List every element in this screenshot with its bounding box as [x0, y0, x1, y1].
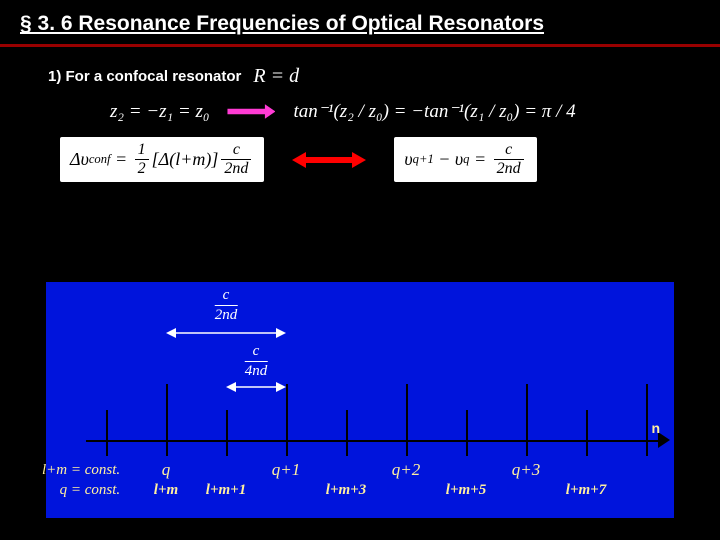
span2-den: 4nd — [245, 364, 268, 379]
frac-c-2nd-left: c 2nd — [221, 141, 251, 178]
mode-tick-short — [226, 410, 228, 456]
span2-num: c — [245, 344, 268, 359]
mode-tick-short — [586, 410, 588, 456]
eq-lhs-subscript: conf — [89, 152, 111, 167]
mode-tick-long — [646, 384, 648, 456]
eq-R-equals-d: R = d — [253, 65, 299, 88]
lm-mode-label: l+m+5 — [446, 482, 486, 499]
subline: 1) For a confocal resonator R = d — [48, 65, 720, 88]
equation-row-1: z₂ = −z₁ = z₀ tan⁻¹(z₂ / z₀) = −tan⁻¹(z₁… — [110, 100, 720, 123]
span-arrow-4nd — [226, 380, 286, 394]
frac-half-den: 2 — [135, 160, 149, 178]
mode-tick-long — [166, 384, 168, 456]
frequency-axis — [86, 440, 662, 442]
lm-mode-label: l+m+1 — [206, 482, 246, 499]
mode-tick-short — [466, 410, 468, 456]
eq-tan: tan⁻¹(z₂ / z₀) = −tan⁻¹(z₁ / z₀) = π / 4 — [293, 100, 575, 123]
eq-lhs-sym: Δυ — [70, 149, 89, 170]
span-label-c-2nd: c 2nd — [215, 288, 238, 323]
section-title: § 3. 6 Resonance Frequencies of Optical … — [20, 12, 544, 35]
arrow-double-red-icon — [292, 152, 366, 168]
eq-sub-q1: q+1 — [413, 152, 434, 167]
mode-tick-long — [286, 384, 288, 456]
eq-nu-sym-2: υ — [455, 149, 463, 170]
frac-half: 1 2 — [135, 141, 149, 178]
eq-z: z₂ = −z₁ = z₀ — [110, 101, 209, 123]
span1-num: c — [215, 288, 238, 303]
eq-nu-sym-1: υ — [404, 149, 412, 170]
eq-sub-q: q — [463, 152, 469, 167]
frac-2nd-right: 2nd — [494, 160, 524, 178]
frac-c-left: c — [230, 141, 243, 159]
mode-spectrum-diagram: n c 2nd c 4nd q q+1 q+2 q+3 l+m l+m+1 l+m+3 l+… — [46, 282, 674, 518]
q-mode-label: q+3 — [512, 460, 540, 480]
frac-half-num: 1 — [135, 141, 149, 159]
equation-row-2: Δυconf = 1 2 [Δ(l+m)] c 2nd υq+1 − υq = … — [60, 137, 720, 182]
mode-tick-short — [346, 410, 348, 456]
mode-tick-long — [526, 384, 528, 456]
eq-mid: [Δ(l+m)] — [152, 149, 219, 170]
lm-mode-label: l+m — [154, 482, 178, 499]
mode-tick-short — [106, 410, 108, 456]
eq-delta-nu-conf: Δυconf = 1 2 [Δ(l+m)] c 2nd — [60, 137, 264, 182]
q-mode-label: q — [162, 460, 171, 480]
frac-c-right: c — [502, 141, 515, 159]
const-lm: l+m = const. — [42, 460, 120, 480]
q-mode-label: q+1 — [272, 460, 300, 480]
lm-mode-label: l+m+3 — [326, 482, 366, 499]
span-label-c-4nd: c 4nd — [245, 344, 268, 379]
frac-c-2nd-right: c 2nd — [494, 141, 524, 178]
sub-label: 1) For a confocal resonator — [48, 68, 241, 85]
mode-constants: l+m = const. q = const. — [42, 460, 120, 501]
frac-2nd-left: 2nd — [221, 160, 251, 178]
eq-nu-q-diff: υq+1 − υq = c 2nd — [394, 137, 536, 182]
axis-label-n: n — [651, 420, 660, 436]
lm-mode-label: l+m+7 — [566, 482, 606, 499]
section-title-bar: § 3. 6 Resonance Frequencies of Optical … — [0, 0, 720, 47]
q-mode-label: q+2 — [392, 460, 420, 480]
span1-den: 2nd — [215, 308, 238, 323]
span-arrow-2nd — [166, 326, 286, 340]
mode-tick-long — [406, 384, 408, 456]
arrow-right-pink-icon — [227, 103, 275, 121]
const-q: q = const. — [42, 480, 120, 500]
